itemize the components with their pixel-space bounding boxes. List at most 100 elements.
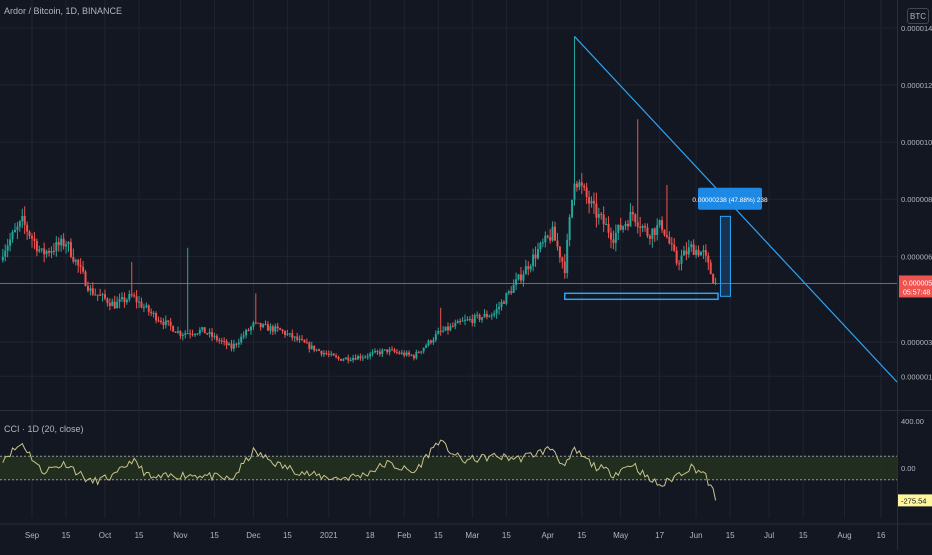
candle-body bbox=[546, 235, 549, 238]
candle-body bbox=[403, 352, 406, 356]
candle-body bbox=[118, 299, 121, 303]
candle-body bbox=[388, 349, 391, 353]
candle-body bbox=[121, 297, 124, 300]
candle-body bbox=[257, 322, 260, 324]
candle-body bbox=[72, 256, 75, 262]
candle-body bbox=[235, 343, 238, 345]
candle-body bbox=[707, 255, 710, 263]
candle-body bbox=[665, 235, 668, 238]
time-tick-label: 15 bbox=[210, 531, 219, 540]
currency-badge[interactable]: BTC bbox=[907, 8, 929, 24]
current-price-tag[interactable] bbox=[899, 275, 932, 298]
candle-body bbox=[82, 266, 85, 272]
measure-range[interactable] bbox=[719, 215, 731, 297]
cci-legend: CCI · 1D (20, close) bbox=[4, 424, 84, 434]
candle-body bbox=[288, 333, 291, 335]
candle-body bbox=[541, 242, 544, 244]
candle-body bbox=[106, 298, 109, 304]
candle-body bbox=[378, 351, 381, 355]
candle-body bbox=[554, 226, 557, 241]
candle-body bbox=[471, 319, 474, 323]
candle-body bbox=[629, 211, 632, 227]
support-zone[interactable] bbox=[564, 292, 719, 301]
candle-body bbox=[695, 249, 698, 255]
candle-body bbox=[678, 263, 681, 265]
candle-body bbox=[296, 336, 299, 340]
candle-body bbox=[310, 345, 313, 349]
candle-body bbox=[128, 294, 131, 300]
candle-body bbox=[315, 349, 318, 351]
candle-body bbox=[223, 341, 226, 343]
candle-body bbox=[89, 288, 92, 291]
candle-body bbox=[573, 183, 576, 200]
candle-body bbox=[605, 224, 608, 226]
candle-body bbox=[335, 355, 338, 357]
candle-body bbox=[461, 320, 464, 322]
candle-body bbox=[330, 353, 333, 355]
candle-body bbox=[164, 320, 167, 325]
candle-body bbox=[597, 213, 600, 218]
candle-body bbox=[298, 338, 301, 340]
candle-body bbox=[566, 239, 569, 274]
candle-body bbox=[167, 320, 170, 322]
candle-body bbox=[427, 340, 430, 346]
candle-body bbox=[38, 249, 41, 252]
candle-body bbox=[108, 303, 111, 306]
candle-body bbox=[556, 240, 559, 247]
price-tick-label: 0.00001000 bbox=[901, 138, 932, 147]
candle-body bbox=[247, 329, 250, 331]
candle-body bbox=[680, 255, 683, 264]
candle-body bbox=[544, 235, 547, 243]
candle-body bbox=[500, 301, 503, 307]
candle-body bbox=[563, 261, 566, 274]
candle-body bbox=[612, 239, 615, 243]
candle-body bbox=[651, 228, 654, 239]
time-tick-label: 15 bbox=[577, 531, 586, 540]
candle-body bbox=[179, 331, 182, 336]
candle-body bbox=[493, 313, 496, 316]
candle-body bbox=[276, 326, 279, 329]
candle-body bbox=[140, 301, 143, 308]
candle-body bbox=[602, 214, 605, 225]
candle-body bbox=[653, 228, 656, 235]
time-tick-label: Aug bbox=[837, 531, 851, 540]
candle-body bbox=[356, 356, 359, 360]
candle-body bbox=[592, 200, 595, 204]
candle-body bbox=[208, 332, 211, 335]
candle-body bbox=[408, 352, 411, 355]
candle-body bbox=[211, 332, 214, 337]
candle-body bbox=[527, 266, 530, 270]
candle-body bbox=[682, 250, 685, 256]
candle-body bbox=[48, 251, 51, 253]
candle-body bbox=[111, 301, 114, 306]
candle-body bbox=[342, 359, 345, 361]
candle-body bbox=[512, 284, 515, 293]
candle-body bbox=[432, 339, 435, 343]
candle-body bbox=[213, 335, 216, 337]
candle-body bbox=[266, 324, 269, 331]
candle-body bbox=[374, 350, 377, 353]
candle-body bbox=[583, 185, 586, 188]
candle-body bbox=[400, 352, 403, 354]
candle-body bbox=[99, 294, 102, 296]
candle-body bbox=[670, 243, 673, 245]
candle-body bbox=[369, 353, 372, 357]
candle-body bbox=[692, 244, 695, 255]
candle-body bbox=[28, 231, 31, 237]
candle-body bbox=[619, 224, 622, 230]
candle-body bbox=[60, 238, 63, 246]
candle-body bbox=[702, 250, 705, 252]
candle-body bbox=[283, 331, 286, 335]
candle-body bbox=[578, 182, 581, 188]
candle-body bbox=[699, 251, 702, 256]
candle-body bbox=[135, 296, 138, 303]
candle-body bbox=[113, 301, 116, 309]
candle-body bbox=[585, 187, 588, 198]
candle-body bbox=[398, 352, 401, 354]
candle-body bbox=[502, 301, 505, 304]
candle-body bbox=[371, 352, 374, 354]
measure-label-box bbox=[698, 187, 762, 210]
